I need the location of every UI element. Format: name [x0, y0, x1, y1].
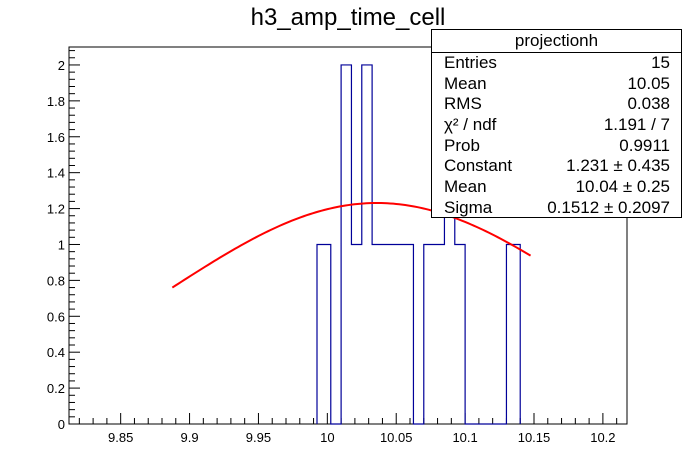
stats-value: 10.05 — [627, 73, 670, 93]
axis-tick-labels: 9.85 9.9 9.95 10 10.05 10.1 10.15 10.2 0 0.2 0.4 0.… — [47, 58, 616, 445]
stats-label: Mean — [444, 177, 487, 197]
x-tick-label: 10.1 — [452, 430, 477, 445]
stats-label: RMS — [444, 94, 482, 114]
x-tick-label: 9.95 — [246, 430, 271, 445]
stats-row-fit-mean: Mean 10.04 ± 0.25 — [432, 177, 681, 198]
x-tick-label: 10.15 — [518, 430, 551, 445]
y-tick-label: 0 — [58, 417, 65, 432]
stats-value: 15 — [651, 53, 670, 72]
y-tick-label: 1.2 — [47, 202, 65, 217]
chart-title: h3_amp_time_cell — [250, 4, 446, 31]
y-tick-label: 1.8 — [47, 94, 65, 109]
stats-label: Sigma — [444, 197, 493, 217]
stats-label: Entries — [444, 53, 497, 72]
plot-frame — [68, 46, 628, 425]
stats-value: 0.9911 — [619, 135, 670, 155]
stats-label: χ² / ndf — [444, 115, 497, 135]
gaussian-fit-curve — [171, 202, 532, 289]
x-tick-label: 9.85 — [108, 430, 133, 445]
stats-value: 0.1512 ± 0.2097 — [547, 197, 670, 217]
y-tick-label: 1.4 — [47, 166, 65, 181]
axis-ticks — [69, 50, 618, 425]
x-tick-label: 10.2 — [590, 430, 615, 445]
stats-box: projectionh Entries 15 Mean 10.05 RMS 0.038… — [431, 29, 682, 218]
x-tick-label: 10.05 — [380, 430, 413, 445]
histogram-outline — [316, 64, 521, 425]
y-tick-label: 0.4 — [47, 345, 65, 360]
stats-value: 1.191 / 7 — [603, 115, 670, 135]
y-tick-label: 1.6 — [47, 130, 65, 145]
stats-value: 0.038 — [627, 94, 670, 114]
stats-row-prob: Prob 0.9911 — [432, 136, 681, 157]
stats-label: Constant — [444, 156, 513, 176]
stats-label: Prob — [444, 135, 480, 155]
stats-row-mean: Mean 10.05 — [432, 74, 681, 95]
stats-value: 1.231 ± 0.435 — [566, 156, 670, 176]
stats-label: Mean — [444, 73, 487, 93]
y-tick-label: 0.6 — [47, 309, 65, 324]
y-tick-label: 1 — [58, 237, 65, 252]
y-tick-label: 0.8 — [47, 273, 65, 288]
stats-row-entries: Entries 15 — [432, 53, 681, 74]
stats-value: 10.04 ± 0.25 — [575, 177, 670, 197]
x-tick-label: 9.9 — [181, 430, 199, 445]
y-tick-label: 0.2 — [47, 381, 65, 396]
stats-box-title: projectionh — [432, 30, 681, 53]
stats-row-chi2: χ² / ndf 1.191 / 7 — [432, 115, 681, 136]
stats-row-rms: RMS 0.038 — [432, 94, 681, 115]
x-tick-label: 10 — [320, 430, 334, 445]
stats-row-sigma: Sigma 0.1512 ± 0.2097 — [432, 198, 681, 219]
stats-row-constant: Constant 1.231 ± 0.435 — [432, 156, 681, 177]
y-tick-label: 2 — [58, 58, 65, 73]
